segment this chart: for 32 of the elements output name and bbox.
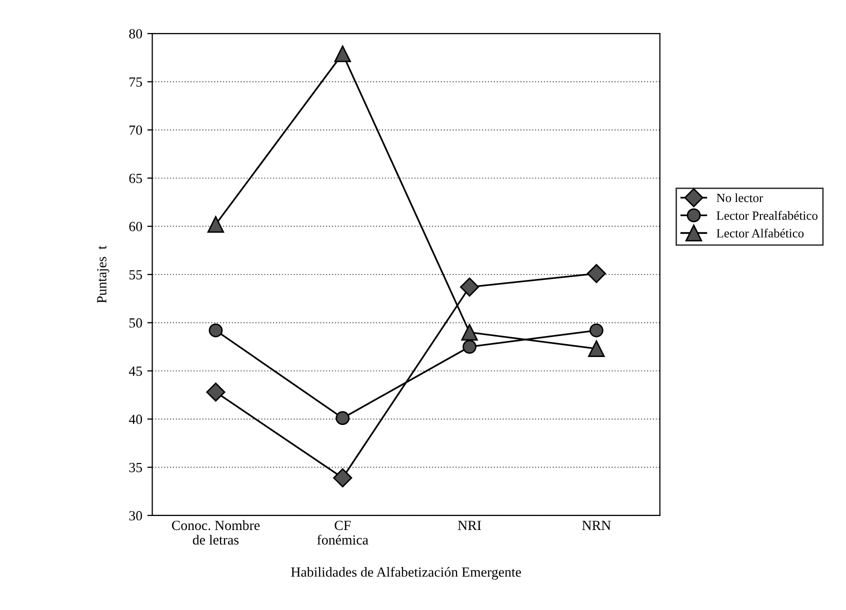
point [336,411,350,426]
point [586,264,606,284]
point [207,216,224,233]
point [208,323,223,338]
point [461,324,478,341]
point [334,45,351,62]
y-tick-label: 45 [128,366,142,376]
point [588,340,605,358]
point [460,277,480,297]
y-tick-label: 60 [129,222,142,232]
legend-label: Lector Prealfabético [716,210,818,220]
y-tick-label: 50 [129,318,142,328]
y-axis-title: Puntajes t [97,246,110,304]
y-tick-label: 40 [128,414,142,424]
x-tick-label: CF fonémica [317,520,368,545]
point [589,323,604,338]
legend-label: Lector Alfabético [716,228,804,238]
x-tick-label: Conoc. Nombre de letras [172,520,260,545]
y-tick-label: 65 [129,174,142,184]
point [333,468,352,488]
y-tick-label: 80 [129,29,142,39]
x-tick-label: NRN [582,520,611,530]
x-tick-label: NRI [458,520,481,530]
legend-label: No lector [716,193,764,202]
y-tick-label: 55 [129,270,142,280]
x-axis-title: Habilidades de Alfabetización Emergente [291,566,521,580]
y-tick-label: 75 [130,77,142,87]
y-tick-label: 30 [129,511,142,520]
point [462,340,476,354]
point [206,382,226,402]
y-tick-label: 35 [129,462,142,472]
y-tick-label: 70 [130,126,142,135]
